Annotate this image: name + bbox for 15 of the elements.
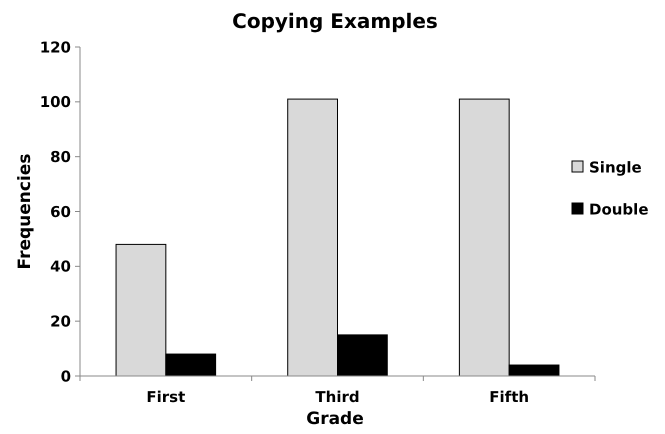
y-tick-label: 80	[50, 148, 71, 166]
x-tick-label: First	[146, 388, 186, 406]
y-tick-label: 40	[50, 258, 71, 276]
y-tick-label: 100	[40, 93, 71, 112]
y-tick-label: 0	[60, 367, 71, 386]
y-tick-label: 120	[40, 38, 71, 56]
legend-label: Single	[589, 158, 642, 176]
y-tick-label: 20	[50, 312, 71, 330]
x-tick-label: Third	[315, 388, 360, 406]
x-axis-title: Grade	[306, 409, 364, 429]
chart-title: Copying Examples	[232, 9, 438, 33]
y-tick-label: 60	[50, 202, 71, 221]
x-tick-label: Fifth	[489, 388, 530, 406]
legend-label: Double	[589, 200, 648, 218]
y-axis-title: Frequencies	[15, 154, 35, 270]
